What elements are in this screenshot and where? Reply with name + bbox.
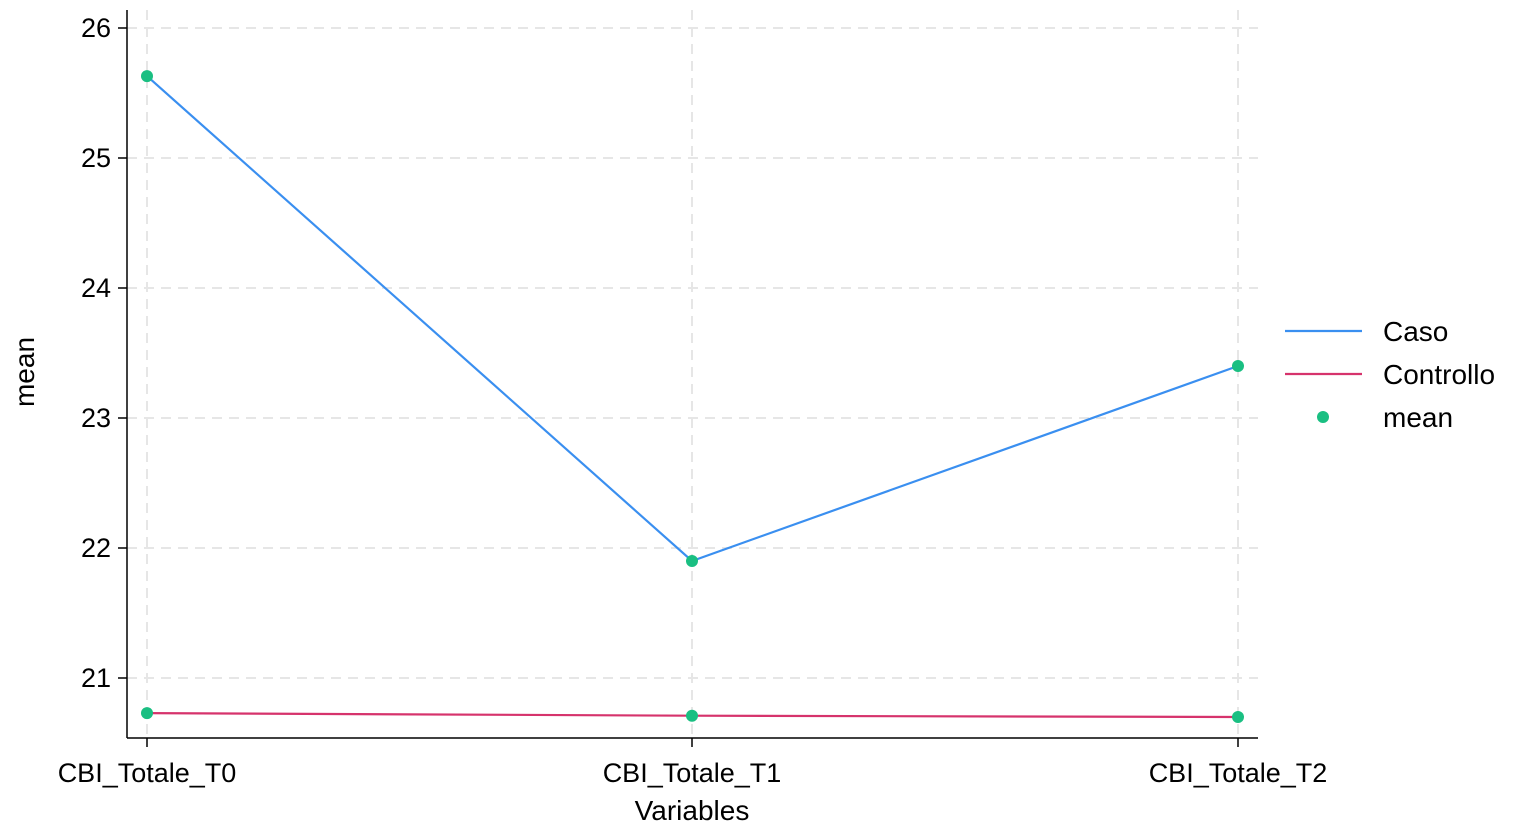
mean-point — [1232, 360, 1244, 372]
y-tick-label: 26 — [81, 13, 111, 43]
legend-label-mean: mean — [1383, 402, 1453, 433]
x-tick-label: CBI_Totale_T0 — [58, 758, 237, 788]
x-tick-label: CBI_Totale_T2 — [1149, 758, 1328, 788]
legend-label-caso: Caso — [1383, 316, 1448, 347]
legend-swatch-mean — [1317, 411, 1329, 423]
grid — [127, 10, 1258, 738]
y-axis-title: mean — [9, 337, 40, 407]
y-tick-label: 21 — [81, 663, 111, 693]
y-tick-label: 24 — [81, 273, 111, 303]
x-axis-title: Variables — [635, 795, 750, 826]
mean-markers — [141, 70, 1244, 723]
y-tick-label: 22 — [81, 533, 111, 563]
mean-point — [141, 707, 153, 720]
mean-point — [141, 70, 153, 83]
legend: Caso Controllo mean — [1285, 316, 1495, 433]
y-tick-label: 23 — [81, 403, 111, 433]
mean-point — [686, 709, 698, 722]
x-ticks: CBI_Totale_T0 CBI_Totale_T1 CBI_Totale_T2 — [58, 738, 1328, 788]
mean-point — [1232, 711, 1244, 723]
legend-label-controllo: Controllo — [1383, 359, 1495, 390]
y-ticks: 21 22 23 24 25 26 — [81, 13, 127, 693]
mean-point — [686, 555, 698, 567]
x-tick-label: CBI_Totale_T1 — [603, 758, 782, 788]
y-tick-label: 25 — [81, 143, 111, 173]
